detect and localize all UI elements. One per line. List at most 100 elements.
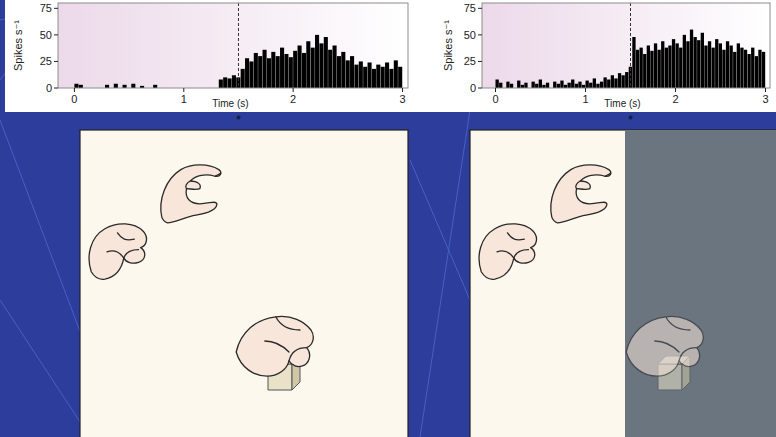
histogram-bar — [751, 48, 754, 88]
histogram-bar — [665, 48, 668, 88]
histogram-bar — [311, 48, 315, 88]
x-tick-label: 3 — [762, 93, 768, 105]
y-tick-label: 75 — [464, 2, 476, 14]
histogram-bar — [328, 50, 332, 88]
histogram-bar — [593, 78, 596, 88]
histogram-bar — [539, 80, 542, 89]
histogram-bar — [755, 56, 758, 88]
histogram-bar — [596, 84, 599, 88]
y-tick-label: 50 — [464, 29, 476, 41]
histogram-bar — [740, 48, 743, 88]
histogram-bar — [557, 84, 560, 88]
bars — [74, 3, 402, 88]
histogram-bar — [650, 51, 653, 88]
histogram-bar — [354, 65, 358, 88]
histogram-bar — [232, 75, 236, 88]
histogram-bar — [532, 82, 535, 88]
x-tick — [765, 88, 766, 92]
histogram-bar — [701, 33, 704, 88]
histogram-bar — [694, 37, 697, 88]
histogram-bar — [640, 48, 643, 88]
histogram-bar — [376, 65, 380, 88]
histogram-bar — [668, 46, 671, 89]
histogram-bar — [661, 41, 664, 88]
histogram-bar — [560, 81, 563, 88]
illustration — [80, 130, 408, 437]
histogram-bar — [499, 83, 502, 88]
histogram-bar — [676, 43, 679, 88]
y-tick — [478, 61, 482, 62]
x-axis-title: Time (s) — [212, 98, 248, 109]
histogram-bar — [578, 82, 581, 88]
y-axis-title: Spikes s⁻¹ — [442, 20, 454, 71]
y-tick — [54, 88, 58, 89]
annotation: * — [628, 112, 633, 127]
histogram-bar — [589, 83, 592, 88]
histogram-bar — [510, 84, 513, 88]
histogram-bar — [228, 78, 232, 88]
y-tick — [478, 8, 482, 9]
histogram-bar — [636, 50, 639, 88]
histogram-bar — [697, 40, 700, 88]
histogram-bar — [245, 58, 249, 88]
plot-frame — [482, 3, 770, 88]
y-tick-label: 0 — [470, 82, 476, 94]
histogram-bar — [524, 83, 527, 88]
y-tick — [54, 61, 58, 62]
event-line — [238, 3, 239, 88]
x-tick-label: 2 — [672, 93, 678, 105]
y-tick — [54, 8, 58, 9]
chart-band — [5, 0, 776, 112]
histogram-bar — [708, 41, 711, 88]
histogram-bar — [719, 43, 722, 88]
illustration — [470, 130, 776, 437]
histogram-bar — [614, 78, 617, 88]
hand — [626, 316, 703, 376]
histogram-bar — [298, 46, 302, 89]
x-tick — [585, 88, 586, 92]
histogram-bar — [333, 46, 337, 89]
x-tick — [402, 88, 403, 92]
hand — [161, 165, 221, 223]
histogram-panel: 02550750123Time (s)Spikes s⁻¹ — [442, 2, 770, 109]
x-axis-title: Time (s) — [604, 98, 640, 109]
histogram-bar — [568, 83, 571, 88]
plot-frame — [58, 3, 408, 88]
histogram-bar — [346, 60, 350, 88]
histogram-bar — [715, 39, 718, 88]
x-tick-label: 1 — [181, 93, 187, 105]
plot-area — [58, 3, 408, 88]
slide: 02550750123Time (s)Spikes s⁻¹*0255075012… — [0, 0, 776, 437]
histogram-bar — [372, 69, 376, 88]
histogram-bar — [643, 54, 646, 88]
x-tick-label: 0 — [71, 93, 77, 105]
event-line — [630, 3, 631, 88]
histogram-bar — [647, 46, 650, 89]
histogram-bar — [324, 37, 328, 88]
histogram-bar — [341, 52, 345, 88]
hand — [236, 316, 313, 376]
histogram-bar — [368, 63, 372, 89]
histogram-bar — [74, 84, 78, 88]
histogram-bar — [319, 43, 323, 88]
screen — [625, 131, 776, 437]
y-tick — [478, 34, 482, 35]
histogram-bar — [249, 61, 253, 88]
histogram-bar — [337, 56, 341, 88]
x-tick — [675, 88, 676, 92]
histogram-bar — [686, 41, 689, 88]
histogram-bar — [506, 82, 509, 88]
histogram-bar — [672, 39, 675, 88]
histogram-bar — [293, 51, 297, 88]
histogram-bar — [267, 58, 271, 88]
histogram-bar — [748, 54, 751, 88]
x-tick-label: 3 — [399, 93, 405, 105]
histogram-bar — [618, 73, 621, 88]
histogram-bar — [280, 48, 284, 88]
histogram-bar — [690, 30, 693, 88]
x-tick-label: 1 — [582, 93, 588, 105]
histogram-bar — [258, 56, 262, 88]
histogram-bar — [611, 75, 614, 88]
histogram-bar — [114, 84, 118, 88]
histogram-bar — [622, 75, 625, 88]
